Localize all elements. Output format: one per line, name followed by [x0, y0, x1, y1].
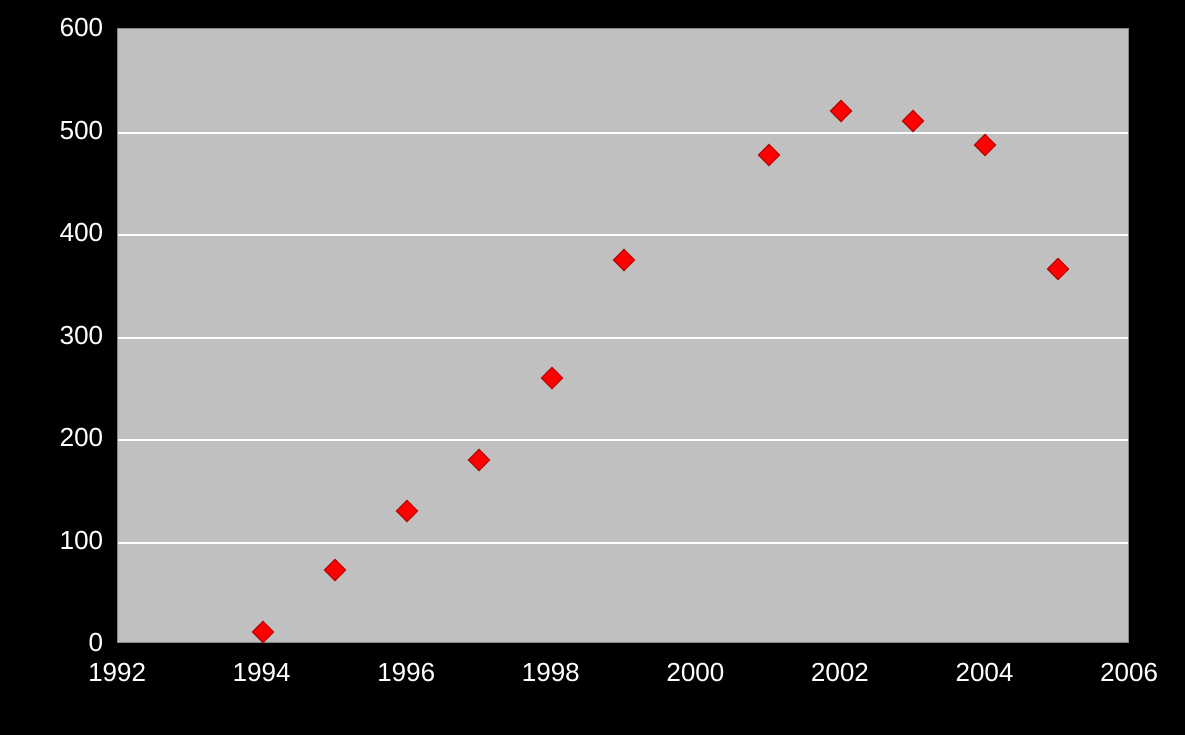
data-point — [830, 100, 853, 123]
y-tick-label: 100 — [60, 525, 103, 556]
y-tick-label: 300 — [60, 320, 103, 351]
data-point — [974, 133, 997, 156]
y-tick-label: 600 — [60, 12, 103, 43]
x-tick-label: 2004 — [956, 657, 1014, 688]
gridline-y — [118, 337, 1128, 339]
data-point — [468, 448, 491, 471]
data-point — [613, 248, 636, 271]
x-tick-label: 1996 — [377, 657, 435, 688]
gridline-y — [118, 234, 1128, 236]
data-point — [324, 559, 347, 582]
gridline-y — [118, 439, 1128, 441]
data-point — [1046, 258, 1069, 281]
y-tick-label: 400 — [60, 217, 103, 248]
x-tick-label: 1994 — [233, 657, 291, 688]
x-tick-label: 2000 — [666, 657, 724, 688]
x-tick-label: 2002 — [811, 657, 869, 688]
data-point — [251, 620, 274, 643]
x-tick-label: 1998 — [522, 657, 580, 688]
x-tick-label: 2006 — [1100, 657, 1158, 688]
data-point — [396, 499, 419, 522]
gridline-y — [118, 542, 1128, 544]
y-tick-label: 200 — [60, 422, 103, 453]
x-tick-label: 1992 — [88, 657, 146, 688]
data-point — [757, 144, 780, 167]
chart-canvas: 0 100 200 300 400 500 600 1992 1994 1996 1998 2000 2… — [0, 0, 1185, 735]
gridline-y — [118, 132, 1128, 134]
data-point — [902, 110, 925, 133]
data-point — [540, 366, 563, 389]
plot-area — [117, 28, 1129, 643]
y-tick-label: 500 — [60, 115, 103, 146]
y-tick-label: 0 — [89, 627, 103, 658]
